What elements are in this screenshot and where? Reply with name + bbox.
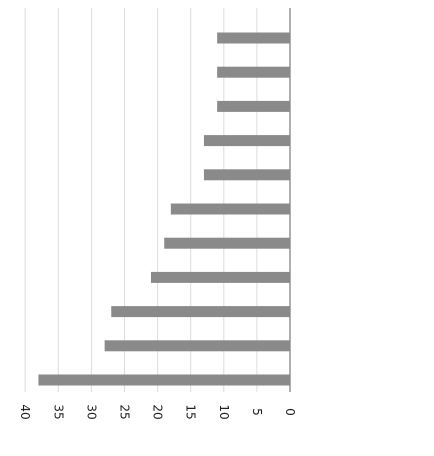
bar <box>111 306 290 318</box>
x-tick-label: 40 <box>18 404 32 419</box>
bars <box>38 32 290 386</box>
gridlines <box>24 8 291 392</box>
bar <box>203 135 290 147</box>
bar <box>150 271 290 283</box>
x-tick-label: 25 <box>118 404 132 419</box>
x-axis-ticks: 0 5 10 15 20 25 30 35 40 <box>18 404 297 419</box>
bar <box>104 340 290 352</box>
bar <box>217 32 290 44</box>
x-tick-label: 30 <box>84 404 98 419</box>
x-tick-label: 35 <box>51 404 65 419</box>
x-tick-label: 5 <box>250 408 264 416</box>
bar <box>164 237 290 249</box>
bar <box>38 374 290 386</box>
bar <box>170 203 290 215</box>
bar <box>203 169 290 181</box>
bar <box>217 100 290 112</box>
bar <box>217 66 290 78</box>
x-tick-label: 15 <box>184 404 198 419</box>
x-tick-label: 20 <box>151 404 165 419</box>
x-tick-label: 0 <box>283 408 297 416</box>
x-tick-label: 10 <box>217 404 231 419</box>
